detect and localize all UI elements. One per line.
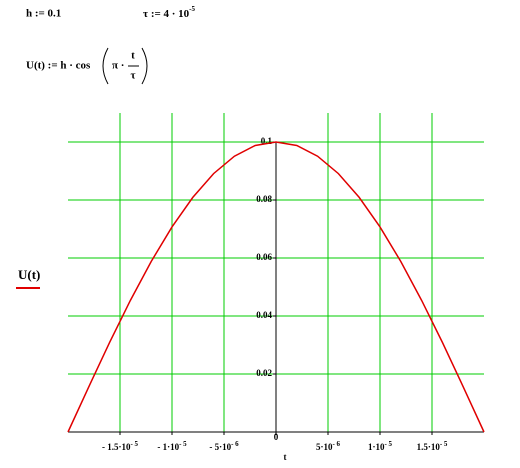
paren-left <box>102 47 109 85</box>
x-tick-label: 0 <box>274 432 279 442</box>
x-tick-base: 5·10 <box>316 442 333 452</box>
series-line <box>67 141 485 433</box>
tau-base: τ := 4 · 10 <box>143 8 190 20</box>
x-tick-base: - 1·10 <box>157 442 179 452</box>
x-tick-exponent: - 6 <box>332 440 340 448</box>
u-numerator: t <box>131 50 135 62</box>
x-axis-label: t <box>284 452 287 462</box>
x-tick-label: 5·10- 6 <box>316 440 341 452</box>
x-tick-base: - 1.5·10 <box>102 442 131 452</box>
x-tick-base: - 5·10 <box>209 442 231 452</box>
y-tick-label: 0.02 <box>256 368 272 378</box>
h-definition: h := 0.1 <box>26 8 61 20</box>
x-tick-base: 1·10 <box>368 442 385 452</box>
x-tick-exponent: - 6 <box>231 440 239 448</box>
x-tick-exponent: - 5 <box>384 440 392 448</box>
x-tick-exponent: - 5 <box>130 440 138 448</box>
y-tick-label: 0.1 <box>261 136 273 146</box>
x-tick-exponent: - 5 <box>179 440 187 448</box>
y-tick-label: 0.06 <box>256 252 272 262</box>
x-tick-label: - 1·10- 5 <box>157 440 187 452</box>
x-tick-exponent: - 5 <box>440 440 448 448</box>
u-definition: U(t) := h · cos <box>26 60 91 72</box>
tau-definition: τ := 4 · 10-5 <box>143 5 196 20</box>
tau-exponent: -5 <box>189 5 195 13</box>
paren-right <box>141 47 148 85</box>
x-tick-label: 1·10- 5 <box>368 440 393 452</box>
x-tick-label: - 1.5·10- 5 <box>102 440 139 452</box>
x-tick-label: 1.5·10- 5 <box>417 440 448 452</box>
x-tick-base: 1.5·10 <box>417 442 441 452</box>
y-tick-label: 0.08 <box>256 194 272 204</box>
y-tick-label: 0.04 <box>256 310 272 320</box>
legend-label: U(t) <box>18 267 40 282</box>
u-denominator: τ <box>130 70 135 82</box>
plot: 0.020.040.060.080.1- 1.5·10- 5- 1·10- 5-… <box>16 113 485 462</box>
u-arg: π · <box>112 60 124 72</box>
x-tick-label: - 5·10- 6 <box>209 440 239 452</box>
